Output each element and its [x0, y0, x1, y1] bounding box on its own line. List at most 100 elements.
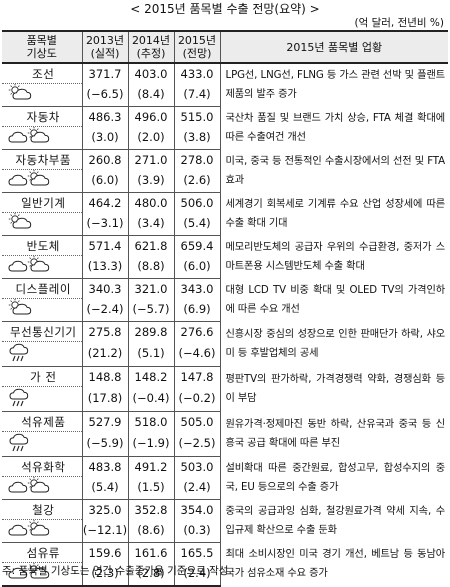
item-name: 반도체	[2, 235, 83, 256]
growth-rate: (−1.9)	[128, 431, 175, 457]
weather-cell	[2, 83, 83, 107]
item-outlook: 메모리반도체의 공급자 우위의 수급환경, 중저가 스마트폰용 시스템반도체 수…	[225, 242, 446, 272]
item-name: 자동차부품	[2, 149, 83, 170]
item-name: 섬유류	[2, 542, 83, 563]
growth-rate: (2.4)	[174, 476, 221, 500]
growth-rate: (−2.5)	[174, 431, 221, 457]
export-value: 260.8	[82, 149, 129, 170]
growth-rate: (2.6)	[174, 169, 221, 193]
item-outlook: LPG선, LNG선, FLNG 등 가스 관련 선박 및 플랜트 제품의 발주…	[225, 70, 446, 101]
growth-rate: (−0.4)	[128, 386, 175, 412]
rain-icon	[8, 342, 34, 366]
export-value: 496.0	[128, 106, 175, 127]
growth-rate: (−4.6)	[174, 341, 221, 367]
table-row: 가 전 148.8 148.2 147.8 평판TV의 판가하락, 가격경쟁력 약화, …	[2, 366, 448, 404]
export-value: 515.0	[174, 106, 221, 127]
item-name: 철강	[2, 499, 83, 520]
export-value: 571.4	[82, 235, 129, 256]
weather-cell	[2, 519, 83, 543]
export-value: 148.2	[128, 366, 175, 387]
table-row: 철강 325.0 352.8 354.0 중국의 공급과잉 심화, 철강원료가격 약세 …	[2, 499, 448, 536]
table-row-growth: (17.8) (−0.4) (−0.2)	[2, 386, 448, 412]
partly-cloudy-icon	[8, 298, 34, 321]
partly-cloudy-icon	[8, 212, 34, 235]
export-value: 159.6	[82, 542, 129, 563]
document-title: < 2015년 품목별 수출 전망(요약) >	[130, 2, 320, 16]
table-row-growth: (21.2) (5.1) (−4.6)	[2, 341, 448, 367]
cloudy-icon	[8, 255, 52, 278]
growth-rate: (−12.1)	[82, 519, 129, 543]
export-value: 621.8	[128, 235, 175, 256]
unit-label: (억 달러, 전년비 %)	[354, 17, 444, 29]
cloudy-icon	[8, 476, 52, 499]
item-name: 자동차	[2, 106, 83, 127]
weather-cell	[2, 212, 83, 236]
weather-cell	[2, 341, 83, 367]
cloudy-icon	[8, 519, 52, 542]
export-value: 491.2	[128, 456, 175, 477]
table-row: 조선 371.7 403.0 433.0 LPG선, LNG선, FLNG 등 가스 관…	[2, 63, 448, 100]
item-outlook: 세계경기 회복세로 기계류 수요 산업 성장세에 따른 수출 확대 기대	[225, 199, 446, 229]
export-value: 147.8	[174, 366, 221, 387]
table-row-growth: (−6.5) (8.4) (7.4)	[2, 83, 448, 107]
growth-rate: (−2.4)	[82, 298, 129, 322]
table-row: 무선통신기기 275.8 289.8 276.6 신흥시장 중심의 성장으로 인한 판매…	[2, 321, 448, 359]
item-outlook: 국산차 품질 및 브랜드 가치 상승, FTA 체결 확대에 따른 수출여건 개…	[225, 113, 446, 143]
export-value: 276.6	[174, 321, 221, 342]
export-value: 354.0	[174, 499, 221, 520]
item-name: 가 전	[2, 366, 83, 387]
weather-cell	[2, 431, 83, 457]
header-description: 2015년 품목별 업황	[219, 30, 448, 64]
table-header-row: 품목별 기상도 2013년 (실적) 2014년 (추정) 2015년 (전망) 201…	[2, 30, 448, 64]
export-value: 506.0	[174, 192, 221, 213]
rain-icon	[8, 432, 34, 456]
growth-rate: (21.2)	[82, 341, 129, 367]
item-name: 석유화학	[2, 456, 83, 477]
export-value: 321.0	[128, 278, 175, 299]
header-2013: 2013년 (실적)	[81, 30, 129, 64]
growth-rate: (−5.7)	[128, 298, 175, 322]
export-value: 503.0	[174, 456, 221, 477]
growth-rate: (−5.9)	[82, 431, 129, 457]
growth-rate: (8.4)	[128, 83, 175, 107]
export-value: 271.0	[128, 149, 175, 170]
export-value: 275.8	[82, 321, 129, 342]
growth-rate: (5.4)	[82, 476, 129, 500]
item-outlook: 대형 LCD TV 비중 확대 및 OLED TV의 가격인하에 따른 수요 개…	[225, 285, 446, 315]
item-name: 석유제품	[2, 411, 83, 432]
table-row: 섬유류 159.6 161.6 165.5 최대 소비시장인 미국 경기 개선, 베트남…	[2, 542, 448, 579]
item-outlook: 최대 소비시장인 미국 경기 개선, 베트남 등 동남아 국가 섬유소재 수요 …	[225, 549, 446, 580]
growth-rate: (6.0)	[174, 255, 221, 279]
item-name: 무선통신기기	[2, 321, 83, 342]
table-row-growth: (5.4) (1.5) (2.4)	[2, 476, 448, 500]
export-value: 278.0	[174, 149, 221, 170]
growth-rate: (3.4)	[128, 212, 175, 236]
growth-rate: (5.1)	[128, 341, 175, 367]
item-outlook: 설비확대 따른 중간원료, 합성고무, 합성수지의 중국, EU 등으로의 수출…	[225, 463, 446, 493]
table-row: 디스플레이 340.3 321.0 343.0 대형 LCD TV 비중 확대 및 OL…	[2, 278, 448, 315]
rain-icon	[8, 387, 34, 411]
table-row: 일반기계 464.2 480.0 506.0 세계경기 회복세로 기계류 수요 산업 성…	[2, 192, 448, 229]
header-2014: 2014년 (추정)	[127, 30, 175, 64]
weather-cell	[2, 386, 83, 412]
growth-rate: (3.9)	[128, 169, 175, 193]
table-row: 자동차부품 260.8 271.0 278.0 미국, 중국 등 전통적인 수출시장에서…	[2, 149, 448, 186]
weather-cell	[2, 476, 83, 500]
header-item: 품목별 기상도	[2, 30, 83, 64]
export-forecast-table: 품목별 기상도 2013년 (실적) 2014년 (추정) 2015년 (전망) 201…	[2, 30, 448, 587]
growth-rate: (5.4)	[174, 212, 221, 236]
growth-rate: (17.8)	[82, 386, 129, 412]
export-value: 483.8	[82, 456, 129, 477]
weather-cell	[2, 298, 83, 322]
table-row-growth: (13.3) (8.8) (6.0)	[2, 255, 448, 279]
table-row: 석유제품 527.9 518.0 505.0 원유가격·정제마진 동반 하락, 산유국과…	[2, 411, 448, 449]
growth-rate: (1.5)	[128, 476, 175, 500]
growth-rate: (13.3)	[82, 255, 129, 279]
export-value: 165.5	[174, 542, 221, 563]
export-value: 343.0	[174, 278, 221, 299]
export-value: 148.8	[82, 366, 129, 387]
table-row-growth: (−12.1) (8.6) (0.3)	[2, 519, 448, 543]
growth-rate: (−0.2)	[174, 386, 221, 412]
footnote: 주: 품목별 기상도는 연간 수출증가율 기준으로 작성	[2, 565, 229, 577]
export-value: 505.0	[174, 411, 221, 432]
